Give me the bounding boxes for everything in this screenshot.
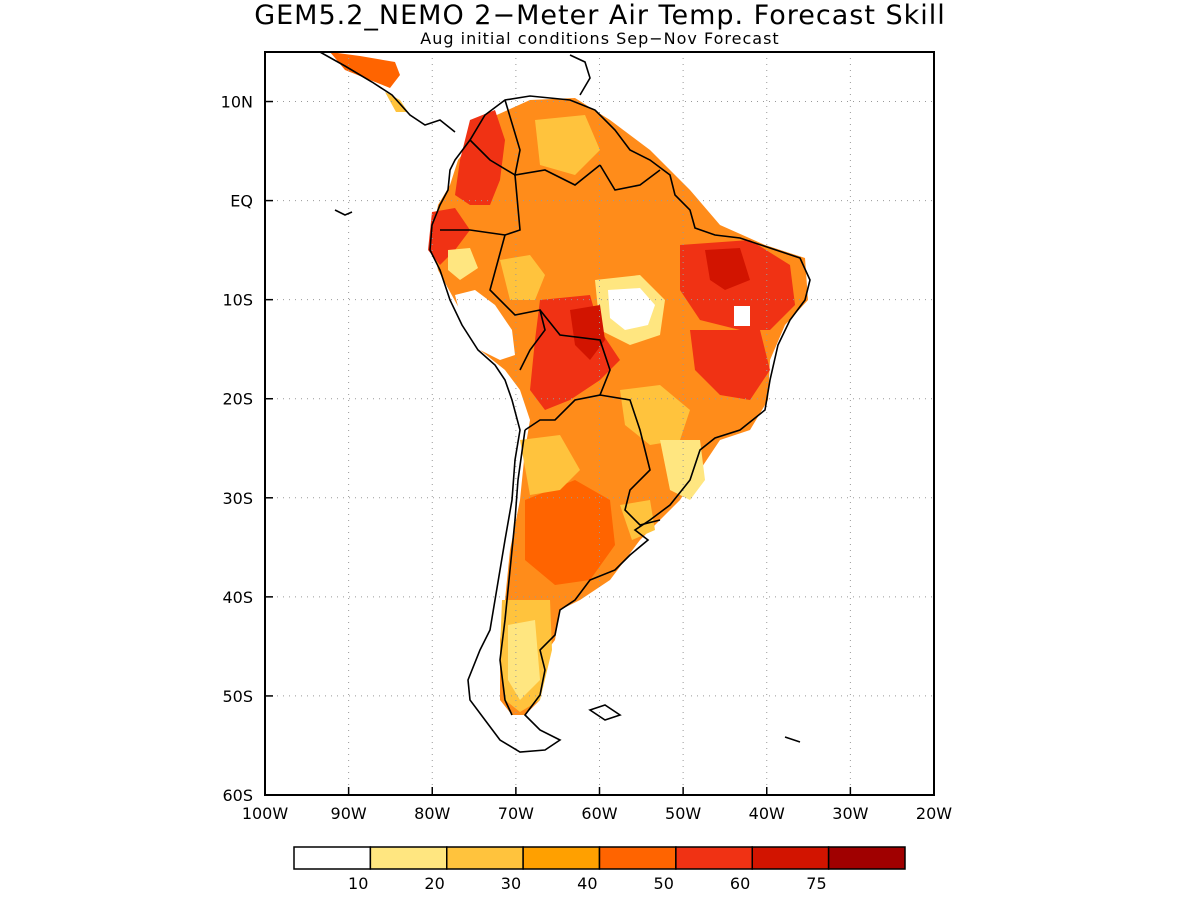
lat-tick-label: EQ — [230, 192, 253, 211]
lat-tick-label: 60S — [222, 786, 253, 805]
coast-galapagos — [334, 209, 353, 216]
lon-tick-label: 90W — [331, 804, 367, 823]
colorbar-swatch — [827, 846, 906, 870]
skill-field — [330, 52, 808, 715]
border-guianas — [599, 164, 661, 191]
border-argentina-chile — [499, 429, 526, 716]
lon-tick-label: 20W — [916, 804, 952, 823]
lat-tick-label: 10N — [221, 93, 253, 112]
colorbar-label: 20 — [424, 874, 444, 893]
colorbar-swatch — [522, 846, 601, 870]
lon-tick-label: 40W — [749, 804, 785, 823]
lon-tick-label: 50W — [665, 804, 701, 823]
coast-caribbean — [569, 54, 591, 96]
field-paraguay-light — [620, 385, 690, 445]
colorbar-label: 75 — [806, 874, 826, 893]
field-amazon-light — [500, 255, 545, 300]
coast-south-america — [429, 95, 811, 753]
colorbar-label: 30 — [501, 874, 521, 893]
field-brazil-white-core — [608, 288, 655, 330]
coast-central-america — [319, 52, 456, 133]
field-ecuador — [428, 208, 470, 265]
lon-tick-label: 70W — [498, 804, 534, 823]
border-venezuela — [504, 99, 601, 186]
colorbar-swatch — [446, 846, 524, 870]
colorbar-swatch — [675, 846, 753, 870]
field-uruguay — [620, 500, 655, 540]
lon-tick-label: 60W — [581, 804, 617, 823]
field-argentina-red — [525, 480, 615, 585]
longitude-axis: 100W 90W 80W 70W 60W 50W 40W 30W 20W — [242, 787, 952, 823]
map-subtitle: Aug initial conditions Sep−Nov Forecast — [420, 29, 780, 48]
border-colombia — [469, 139, 521, 236]
colorbar-label: 10 — [348, 874, 368, 893]
field-central-america — [330, 52, 400, 88]
lon-tick-label: 100W — [242, 804, 289, 823]
lat-tick-label: 40S — [222, 588, 253, 607]
colorbar-label: 40 — [577, 874, 597, 893]
lat-tick-label: 50S — [222, 687, 253, 706]
field-argentina-light — [520, 435, 580, 495]
lon-tick-label: 80W — [414, 804, 450, 823]
field-central-darkred — [570, 305, 605, 360]
border-peru — [440, 229, 546, 371]
field-peru-white — [455, 290, 515, 360]
lat-tick-label: 20S — [222, 390, 253, 409]
lat-tick-label: 30S — [222, 489, 253, 508]
colorbar-swatch — [598, 846, 677, 870]
colorbar-swatch — [751, 846, 830, 870]
field-peru-yellow — [448, 248, 478, 280]
colorbar-label: 50 — [654, 874, 674, 893]
coastlines — [319, 52, 811, 753]
coast-falklands — [588, 704, 622, 721]
colorbar-label: 60 — [730, 874, 750, 893]
colorbar-swatch — [293, 846, 372, 870]
field-ne-white-square — [734, 306, 750, 326]
field-se-light — [660, 440, 705, 500]
lat-tick-label: 10S — [222, 291, 253, 310]
field-e-red — [690, 330, 770, 400]
border-brazil-south — [599, 394, 661, 526]
colorbar: 10 20 30 40 50 60 75 — [293, 846, 906, 893]
lon-tick-label: 30W — [832, 804, 868, 823]
field-ne-darkred — [705, 248, 750, 290]
coast-south-georgia — [784, 736, 801, 743]
field-amazon-light-2 — [535, 115, 600, 175]
field-nw-red — [455, 110, 505, 205]
map-title: GEM5.2_NEMO 2−Meter Air Temp. Forecast S… — [254, 0, 946, 31]
colorbar-swatch — [369, 846, 448, 870]
latitude-axis: 10N EQ 10S 20S 30S 40S 50S 60S — [221, 93, 273, 805]
